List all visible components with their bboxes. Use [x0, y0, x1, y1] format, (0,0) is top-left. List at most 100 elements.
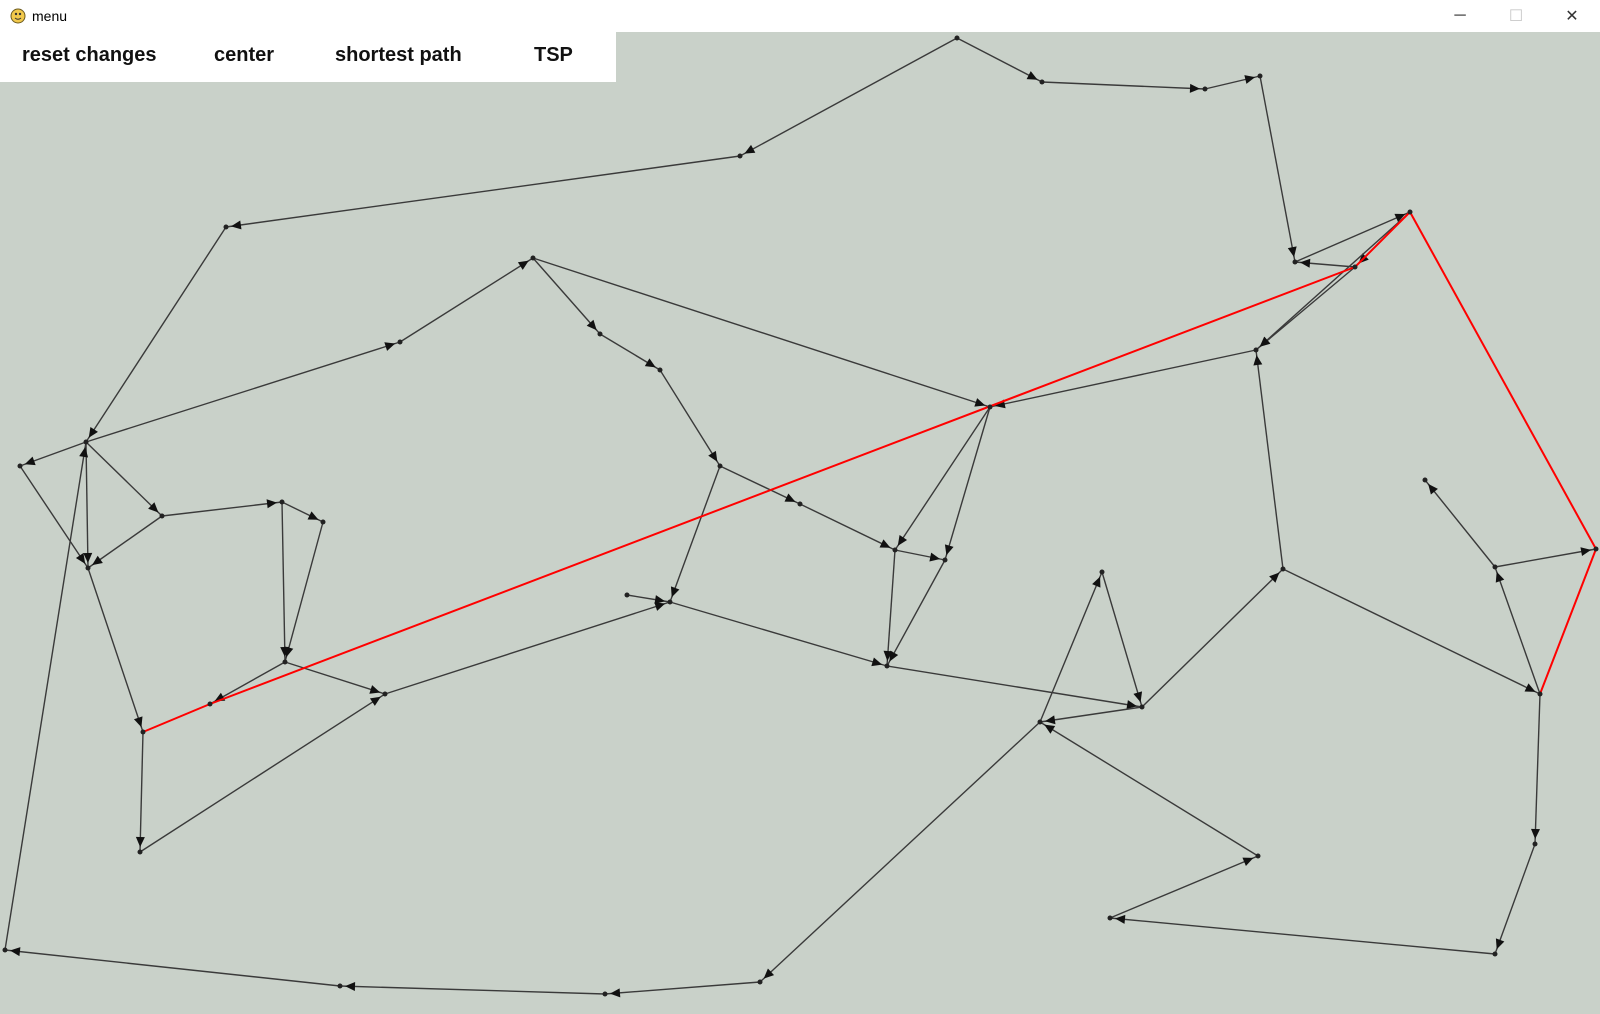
graph-node[interactable] — [530, 255, 536, 261]
graph-node[interactable] — [337, 983, 343, 989]
graph-node[interactable] — [797, 501, 803, 507]
graph-node[interactable] — [1139, 704, 1145, 710]
window-controls: ─ ☐ ✕ — [1432, 0, 1600, 32]
graph-node[interactable] — [223, 224, 229, 230]
edge-arrowhead — [344, 981, 356, 991]
edge-arrowhead — [654, 602, 666, 611]
graph-node[interactable] — [1492, 564, 1498, 570]
graph-edge — [1409, 211, 1597, 550]
edge-arrowhead — [1253, 354, 1263, 366]
graph-node[interactable] — [987, 404, 993, 410]
graph-node[interactable] — [2, 947, 8, 953]
edge-arrowhead — [92, 555, 103, 566]
graph-edge — [944, 406, 991, 561]
graph-edge — [142, 703, 211, 733]
graph-edge — [1354, 211, 1411, 268]
graph-edge — [1255, 266, 1356, 351]
reset-changes-button[interactable]: reset changes — [22, 44, 157, 66]
graph-node[interactable] — [954, 35, 960, 41]
graph-node[interactable] — [137, 849, 143, 855]
edge-arrowhead — [384, 342, 396, 351]
graph-node[interactable] — [1255, 853, 1261, 859]
graph-node[interactable] — [1407, 209, 1413, 215]
app-icon — [10, 8, 26, 24]
graph-node[interactable] — [1039, 79, 1045, 85]
graph-node[interactable] — [1422, 477, 1428, 483]
edge-arrowhead — [1189, 83, 1201, 93]
edge-arrowhead — [1287, 246, 1297, 258]
edge-arrowhead — [1531, 828, 1540, 840]
edge-arrowhead — [230, 220, 242, 230]
graph-node[interactable] — [1492, 951, 1498, 957]
graph-edge — [85, 341, 401, 443]
graph-node[interactable] — [884, 663, 890, 669]
graph-canvas[interactable] — [0, 32, 1600, 1014]
graph-node[interactable] — [140, 729, 146, 735]
menu-bar: reset changes center shortest path TSP — [0, 32, 616, 82]
graph-edge — [739, 37, 958, 157]
graph-node[interactable] — [892, 547, 898, 553]
edges-layer — [4, 37, 1597, 998]
graph-node[interactable] — [1257, 73, 1263, 79]
edge-arrowhead — [974, 398, 986, 407]
graph-node[interactable] — [667, 599, 673, 605]
graph-node[interactable] — [1037, 719, 1043, 725]
edge-arrowhead — [1114, 914, 1126, 924]
graph-edge — [1101, 571, 1143, 708]
edge-arrowhead — [9, 947, 21, 957]
edge-arrowhead — [1133, 691, 1143, 703]
edge-arrowhead — [1394, 213, 1406, 223]
graph-svg[interactable] — [0, 32, 1600, 1014]
tsp-button[interactable]: TSP — [534, 44, 573, 66]
graph-node[interactable] — [737, 153, 743, 159]
graph-node[interactable] — [320, 519, 326, 525]
minimize-button[interactable]: ─ — [1454, 7, 1466, 24]
edge-arrowhead — [1126, 700, 1138, 710]
graph-edge — [284, 521, 324, 663]
graph-edge — [1539, 548, 1597, 695]
graph-node[interactable] — [1280, 566, 1286, 572]
graph-node[interactable] — [657, 367, 663, 373]
graph-edge — [1282, 568, 1541, 695]
graph-node[interactable] — [83, 439, 89, 445]
graph-node[interactable] — [1532, 841, 1538, 847]
graph-node[interactable] — [602, 991, 608, 997]
graph-node[interactable] — [397, 339, 403, 345]
graph-node[interactable] — [942, 557, 948, 563]
edge-arrowhead — [1495, 938, 1505, 950]
graph-node[interactable] — [1107, 915, 1113, 921]
graph-node[interactable] — [282, 659, 288, 665]
edge-arrowhead — [897, 535, 908, 546]
edge-arrowhead — [670, 586, 680, 598]
edge-arrowhead — [517, 260, 529, 270]
graph-node[interactable] — [757, 979, 763, 985]
graph-node[interactable] — [717, 463, 723, 469]
graph-node[interactable] — [382, 691, 388, 697]
graph-node[interactable] — [1593, 546, 1599, 552]
graph-node[interactable] — [207, 701, 213, 707]
center-button[interactable]: center — [214, 44, 275, 66]
graph-edge — [384, 601, 671, 695]
graph-node[interactable] — [597, 331, 603, 337]
graph-node[interactable] — [1537, 691, 1543, 697]
edge-arrowhead — [88, 426, 98, 438]
edge-arrowhead — [135, 836, 145, 848]
graph-node[interactable] — [624, 592, 630, 598]
graph-edge — [1424, 479, 1496, 568]
graph-node[interactable] — [279, 499, 285, 505]
graph-node[interactable] — [1202, 86, 1208, 92]
graph-node[interactable] — [1099, 569, 1105, 575]
graph-edge — [209, 266, 1356, 705]
graph-node[interactable] — [1253, 347, 1259, 353]
graph-node[interactable] — [1292, 259, 1298, 265]
graph-node[interactable] — [85, 565, 91, 571]
maximize-button[interactable]: ☐ — [1508, 8, 1524, 25]
graph-node[interactable] — [159, 513, 165, 519]
graph-node[interactable] — [17, 463, 23, 469]
close-button[interactable]: ✕ — [1565, 8, 1579, 25]
graph-node[interactable] — [1352, 264, 1358, 270]
edge-arrowhead — [1269, 572, 1280, 583]
graph-edge — [1039, 571, 1103, 723]
edge-arrowhead — [654, 595, 666, 605]
shortest-path-button[interactable]: shortest path — [335, 44, 462, 66]
